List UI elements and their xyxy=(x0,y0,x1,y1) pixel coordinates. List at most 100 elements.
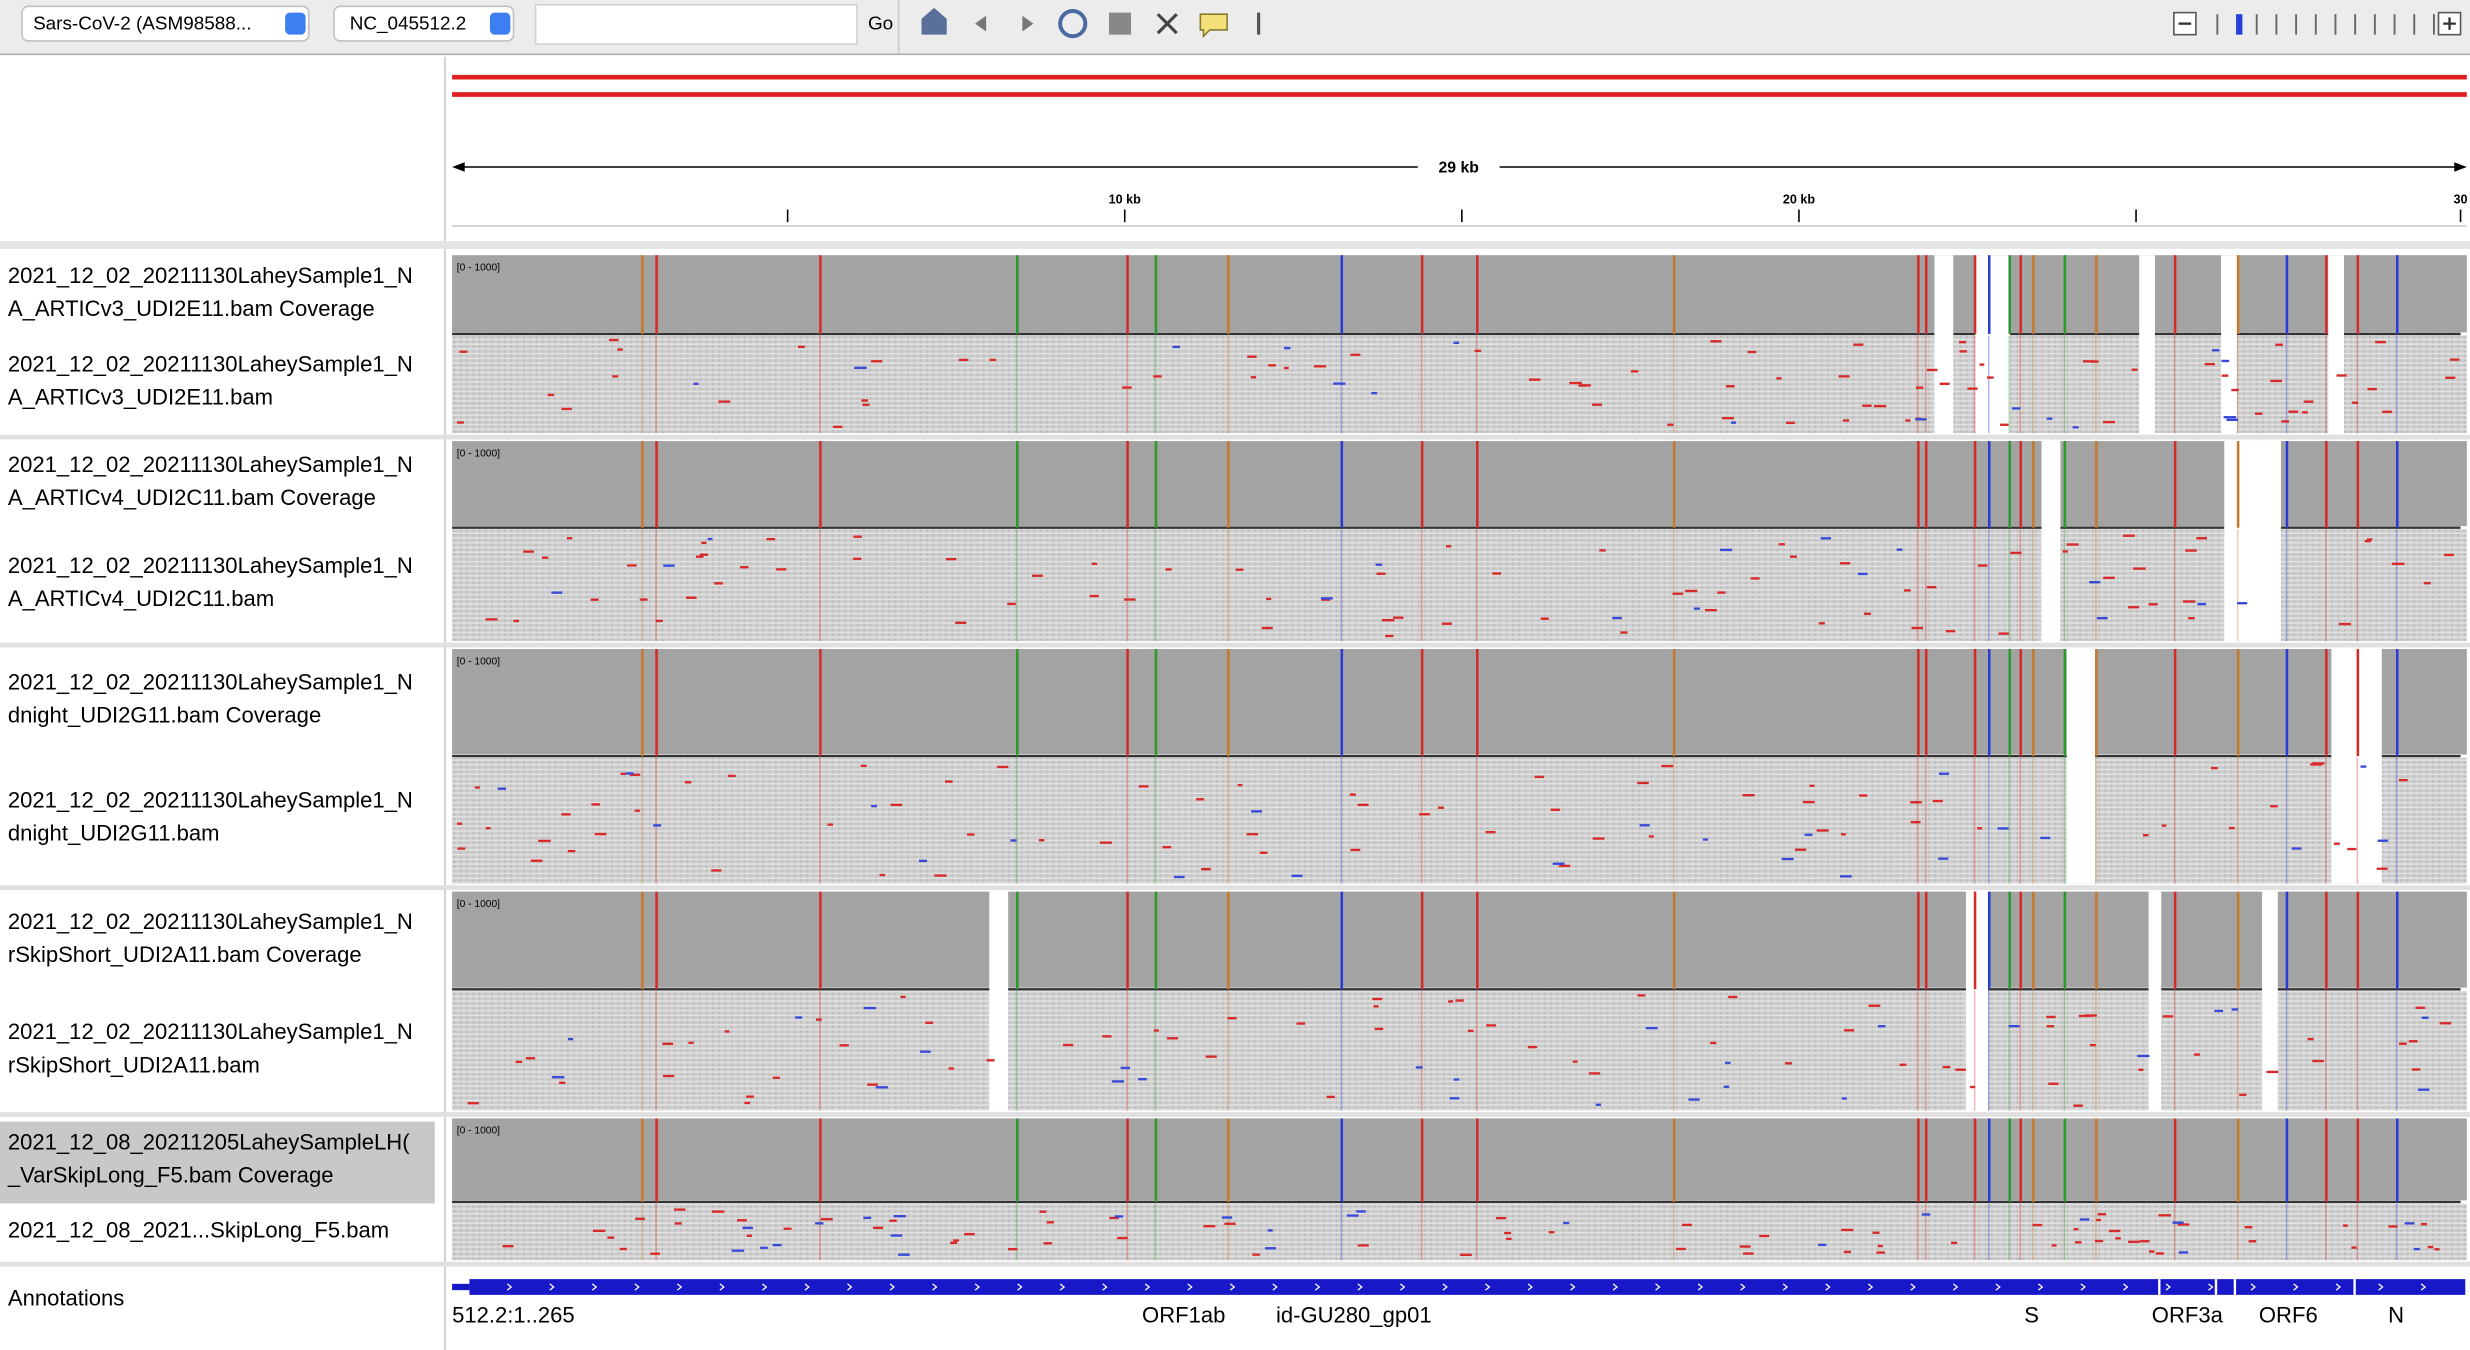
dropdown-arrow[interactable] xyxy=(489,12,511,35)
variant-stripe xyxy=(2032,649,2035,757)
mismatch-column xyxy=(1987,529,1990,642)
popup-button[interactable] xyxy=(1199,13,1228,39)
mismatch xyxy=(1977,564,1988,567)
mismatch xyxy=(1201,868,1211,871)
zoom-tick xyxy=(2255,14,2258,35)
mismatch xyxy=(1283,346,1291,350)
refresh-button[interactable] xyxy=(1058,9,1088,39)
mismatch-column xyxy=(1016,335,1018,434)
mismatch-column xyxy=(655,990,657,1111)
home-button[interactable] xyxy=(921,7,947,35)
mismatch xyxy=(1681,1223,1692,1227)
alignment-track xyxy=(452,757,2467,884)
mismatch xyxy=(1702,838,1708,841)
mismatch xyxy=(1778,543,1785,546)
mismatch xyxy=(1725,1061,1731,1065)
strand-arrow xyxy=(1102,1283,1108,1291)
mismatch-column xyxy=(1924,1203,1927,1261)
zoom-slider[interactable] xyxy=(2216,14,2435,35)
mismatch xyxy=(862,403,870,406)
track-separator xyxy=(0,642,2470,648)
mismatch xyxy=(2204,362,2215,366)
forward-button[interactable] xyxy=(1022,15,1034,32)
mismatch-column xyxy=(1016,1203,1018,1261)
mismatch xyxy=(1221,1216,1233,1219)
mismatch xyxy=(2275,343,2283,346)
genome-dropdown[interactable] xyxy=(21,5,310,42)
mismatch-column xyxy=(1227,335,1229,434)
variant-stripe xyxy=(1924,441,1928,528)
mismatch xyxy=(2072,426,2079,429)
mismatch xyxy=(1853,343,1864,346)
mismatch xyxy=(1588,1072,1601,1075)
mismatch xyxy=(833,425,843,429)
back-button[interactable] xyxy=(975,15,987,32)
mismatch-column xyxy=(1973,990,1976,1111)
mismatch xyxy=(1138,785,1149,788)
mismatch xyxy=(561,813,571,816)
chromosome-dropdown[interactable] xyxy=(333,5,515,42)
mismatch xyxy=(2291,847,2302,850)
track-separator xyxy=(0,885,2470,891)
mismatch xyxy=(1528,378,1541,381)
variant-stripe xyxy=(2395,891,2399,990)
mismatch-column xyxy=(819,757,821,884)
mismatch xyxy=(1296,1022,1306,1025)
mismatch xyxy=(772,1076,780,1079)
mismatch xyxy=(795,1016,803,1019)
mismatch xyxy=(2161,824,2167,827)
mismatch xyxy=(950,1241,958,1245)
mismatch xyxy=(2347,847,2357,851)
mismatch xyxy=(766,537,776,541)
mismatch xyxy=(2128,1240,2140,1243)
mismatch xyxy=(635,1217,645,1221)
mismatch-column xyxy=(2236,990,2239,1111)
mismatch xyxy=(2008,1024,2020,1028)
mismatch xyxy=(1637,781,1649,785)
mismatch xyxy=(2096,1218,2101,1222)
mismatch xyxy=(2012,407,2021,410)
variant-stripe xyxy=(1126,441,1129,528)
mismatch xyxy=(1776,377,1782,380)
mismatch xyxy=(1863,612,1871,616)
mismatch xyxy=(541,556,549,559)
mismatch xyxy=(1915,418,1927,421)
mismatch xyxy=(1693,607,1700,610)
track-name: rSkipShort_UDI2A11.bam Coverage xyxy=(8,942,362,967)
mismatch xyxy=(1357,1244,1369,1247)
mismatch-column xyxy=(2008,757,2011,884)
mismatch-column xyxy=(1924,529,1927,642)
variant-stripe xyxy=(1973,255,1977,334)
variant-stripe xyxy=(1420,255,1424,334)
mismatch xyxy=(1166,1037,1178,1040)
mismatch xyxy=(1710,340,1722,343)
mismatch xyxy=(2115,1237,2121,1240)
mismatch xyxy=(2404,1222,2415,1225)
mismatch xyxy=(1010,839,1017,842)
dropdown-arrow[interactable] xyxy=(285,12,306,35)
zoom-tick xyxy=(2236,14,2243,35)
mismatch xyxy=(2040,836,2051,840)
zoom-tick xyxy=(2334,14,2337,35)
coverage-track xyxy=(452,255,2467,333)
mismatch xyxy=(1967,387,1978,390)
locus-input[interactable] xyxy=(534,3,858,45)
strand-arrow xyxy=(2250,1283,2256,1291)
mismatch-column xyxy=(1420,990,1423,1111)
variant-stripe xyxy=(2325,1118,2328,1202)
track-name: _VarSkipLong_F5.bam Coverage xyxy=(7,1163,334,1188)
variant-stripe xyxy=(2356,1118,2360,1202)
resize-button[interactable] xyxy=(1156,13,1178,35)
mismatch-column xyxy=(2063,757,2066,884)
zoom-tick xyxy=(2413,14,2416,35)
mismatch-column xyxy=(2395,335,2398,434)
mismatch xyxy=(663,1074,675,1078)
mismatch xyxy=(2089,580,2101,584)
mismatch xyxy=(523,550,534,553)
variant-stripe xyxy=(2008,1118,2011,1202)
mismatch-column xyxy=(819,529,821,642)
strand-arrow xyxy=(804,1283,810,1291)
roi-button[interactable] xyxy=(1108,12,1132,35)
mismatch-column xyxy=(1987,1203,1990,1261)
go-button[interactable]: Go xyxy=(868,13,893,34)
